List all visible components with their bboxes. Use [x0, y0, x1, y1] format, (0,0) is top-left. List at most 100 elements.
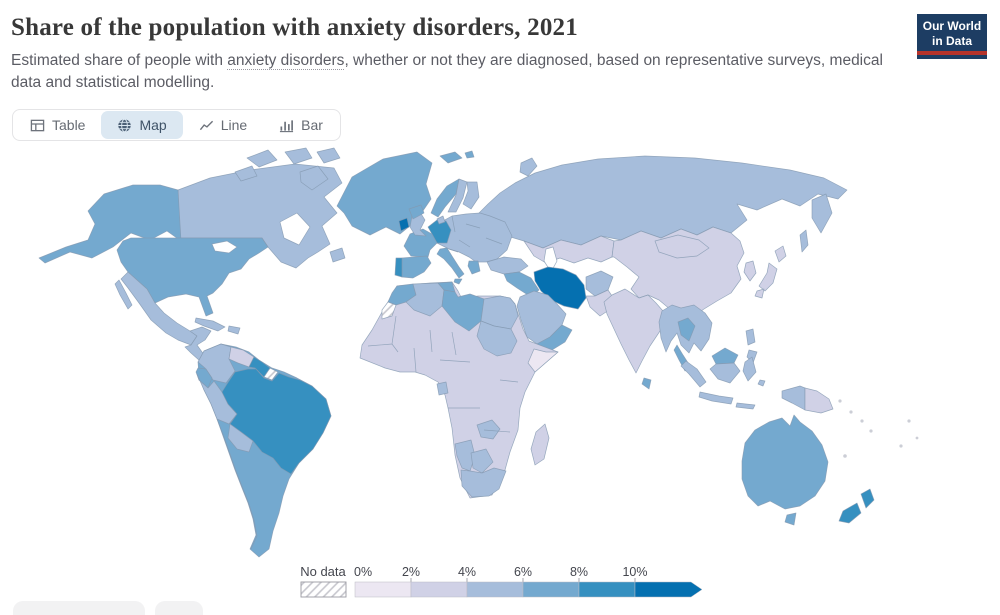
country-hispaniola[interactable]	[227, 325, 241, 335]
country-canada-arctic-island[interactable]	[246, 149, 278, 168]
country-france[interactable]	[403, 228, 438, 258]
tab-bar[interactable]: Bar	[263, 111, 339, 139]
line-chart-icon	[199, 118, 214, 133]
legend-bucket-8-10[interactable]	[578, 581, 636, 598]
country-japan-hokkaido[interactable]	[774, 245, 787, 263]
country-ireland[interactable]	[398, 217, 410, 232]
country-cuba[interactable]	[194, 317, 226, 332]
country-greenland[interactable]	[336, 151, 433, 236]
country-india[interactable]	[603, 288, 670, 374]
country-mongolia[interactable]	[654, 234, 710, 259]
country-south-korea[interactable]	[743, 260, 757, 282]
legend-no-data-label: No data	[300, 564, 346, 579]
country-denmark[interactable]	[436, 215, 446, 225]
caspian-sea	[543, 246, 558, 273]
country-thailand[interactable]	[677, 317, 696, 342]
country-suriname-no-data[interactable]	[263, 367, 279, 381]
country-zambia[interactable]	[476, 419, 501, 440]
borders-eastern-europe	[448, 215, 503, 253]
legend-tick-6: 6%	[514, 565, 532, 579]
page-title: Share of the population with anxiety dis…	[11, 14, 578, 41]
country-china[interactable]	[611, 226, 745, 317]
country-gabon[interactable]	[436, 381, 449, 396]
country-canada-newfoundland[interactable]	[329, 247, 346, 263]
bar-chart-icon	[279, 118, 294, 133]
country-russia-sakhalin[interactable]	[799, 229, 809, 253]
globe-icon	[117, 118, 132, 133]
country-iceland[interactable]	[408, 204, 425, 220]
country-sri-lanka[interactable]	[641, 377, 652, 390]
country-japan-honshu[interactable]	[758, 262, 778, 292]
border-chile-argentina	[216, 418, 258, 550]
country-australia[interactable]	[741, 414, 829, 510]
country-italy-sicily[interactable]	[453, 278, 463, 285]
country-malaysia-borneo[interactable]	[711, 347, 739, 365]
legend-tick-0: 0%	[354, 565, 372, 579]
tab-table-label: Table	[52, 117, 86, 133]
country-philippines[interactable]	[745, 328, 756, 346]
country-papua-new-guinea[interactable]	[804, 387, 834, 414]
anxiety-disorders-definition-link[interactable]: anxiety disorders	[227, 52, 345, 70]
owid-logo-accent-bar	[917, 51, 987, 55]
legend-tick-10: 10%	[622, 565, 647, 579]
country-western-sahara-no-data[interactable]	[381, 301, 397, 320]
country-new-zealand-north[interactable]	[860, 488, 875, 509]
world-choropleth-map	[38, 147, 919, 558]
tab-line[interactable]: Line	[183, 111, 263, 139]
country-italy[interactable]	[436, 247, 465, 279]
tab-map-label: Map	[139, 117, 167, 133]
country-canada-arctic-island[interactable]	[234, 165, 258, 182]
legend-bucket-0-2[interactable]	[354, 581, 412, 598]
timeline-play-control-cutoff[interactable]	[13, 601, 145, 615]
country-bolivia[interactable]	[227, 423, 254, 453]
table-icon	[30, 118, 45, 133]
country-greece[interactable]	[467, 260, 481, 275]
country-russia-novaya-zemlya[interactable]	[519, 157, 538, 177]
country-indonesia-borneo[interactable]	[709, 362, 741, 384]
country-south-africa[interactable]	[460, 467, 507, 498]
timeline-year-control-cutoff[interactable]	[155, 601, 203, 615]
country-botswana[interactable]	[470, 448, 494, 474]
country-spain[interactable]	[401, 255, 432, 279]
country-indonesia-lesser-sunda[interactable]	[735, 402, 756, 410]
tab-line-label: Line	[220, 117, 248, 133]
legend-tick-8: 8%	[570, 565, 588, 579]
country-mexico-baja[interactable]	[114, 279, 133, 310]
country-new-zealand-south[interactable]	[838, 502, 862, 524]
country-japan-kyushu[interactable]	[754, 288, 765, 299]
country-canada-baffin-island[interactable]	[299, 165, 329, 191]
legend-bucket-6-8[interactable]	[522, 581, 580, 598]
legend-bucket-4-6[interactable]	[466, 581, 524, 598]
country-turkey[interactable]	[486, 256, 529, 275]
country-canada-arctic-island[interactable]	[284, 147, 313, 165]
country-portugal[interactable]	[394, 257, 403, 278]
country-indonesia-sulawesi[interactable]	[742, 356, 757, 382]
country-iran[interactable]	[533, 266, 587, 310]
country-united-states[interactable]	[116, 237, 269, 317]
legend-tick-2: 2%	[402, 565, 420, 579]
country-australia-tasmania[interactable]	[784, 512, 797, 526]
territory-svalbard[interactable]	[439, 151, 463, 164]
country-somalia[interactable]	[527, 348, 559, 373]
country-indonesia-java[interactable]	[698, 391, 734, 405]
legend-tick-4: 4%	[458, 565, 476, 579]
region-eastern-europe[interactable]	[432, 212, 513, 263]
territory-svalbard[interactable]	[464, 150, 475, 159]
subtitle-text-suffix: , whether or not they are diagnosed, bas…	[11, 52, 883, 91]
country-russia-kamchatka[interactable]	[811, 193, 833, 234]
country-finland[interactable]	[462, 181, 480, 210]
country-canada-arctic-island[interactable]	[316, 147, 341, 164]
country-sudan[interactable]	[476, 320, 518, 357]
chart-type-tabs: Table Map Line Bar	[12, 109, 341, 141]
chart-subtitle: Estimated share of people with anxiety d…	[11, 50, 899, 94]
country-indonesia-sumatra[interactable]	[680, 360, 707, 388]
legend-bucket-2-4[interactable]	[410, 581, 468, 598]
tab-table[interactable]: Table	[14, 111, 101, 139]
legend-bucket-10-plus[interactable]	[634, 581, 703, 598]
legend-no-data-swatch[interactable]	[300, 581, 347, 598]
country-madagascar[interactable]	[530, 423, 550, 466]
region-indonesian-papua[interactable]	[781, 385, 806, 411]
country-colombia[interactable]	[197, 343, 236, 384]
tab-map[interactable]: Map	[101, 111, 183, 139]
country-indonesia-moluccas[interactable]	[757, 379, 766, 387]
